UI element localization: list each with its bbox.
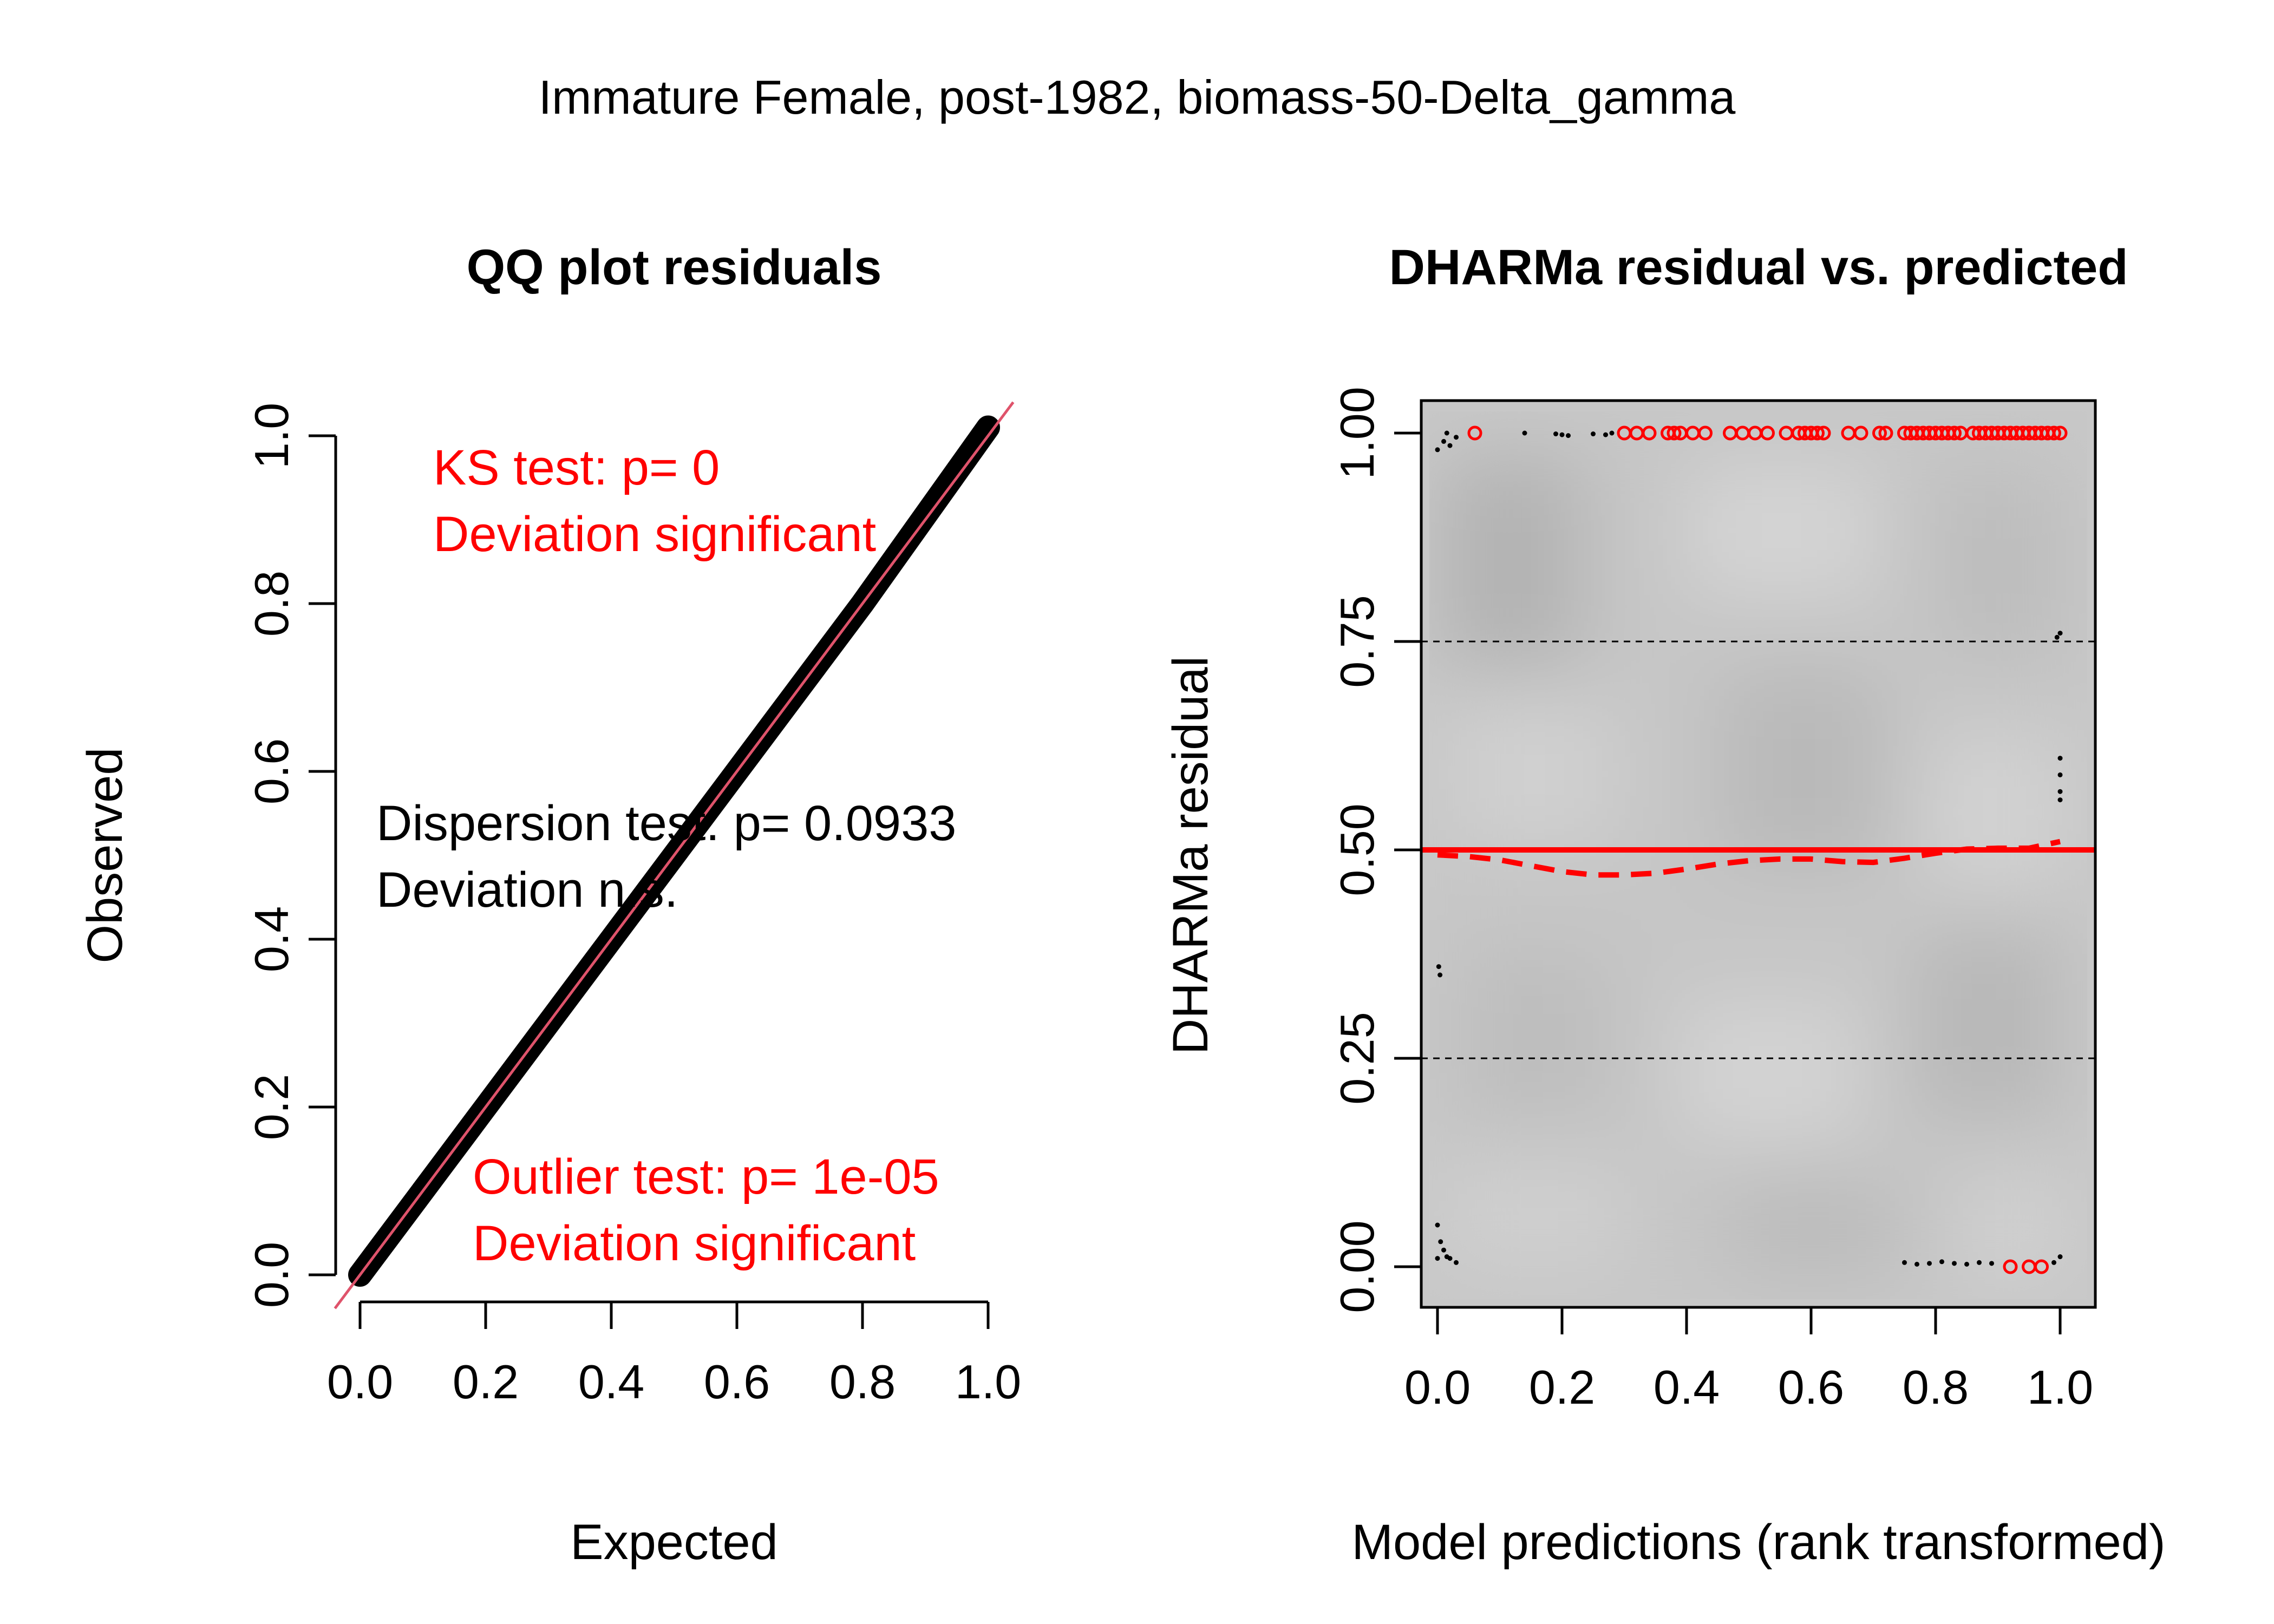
residual-x-tick-label: 0.4 xyxy=(1654,1360,1720,1414)
residual-point xyxy=(1927,1261,1932,1266)
residual-y-tick-label: 0.00 xyxy=(1330,1220,1384,1313)
residual-outlier-points xyxy=(1467,425,2068,1274)
residual-outlier-top xyxy=(1698,425,1713,441)
residual-plot-title: DHARMa residual vs. predicted xyxy=(1389,240,2128,295)
residual-outlier-top xyxy=(2053,425,2068,441)
residual-point xyxy=(1437,972,1443,978)
residual-point xyxy=(1939,1259,1944,1265)
qq-x-tick-label: 1.0 xyxy=(955,1355,1021,1409)
residual-outlier-top xyxy=(2047,425,2061,441)
residual-x-tick-label: 0.2 xyxy=(1529,1360,1595,1414)
qq-y-tick-label: 0.4 xyxy=(245,906,298,972)
residual-y-tick-label: 0.50 xyxy=(1330,803,1384,896)
qq-axes: 0.0 0.2 0.4 0.6 0.8 1.0 0.0 0.2 0.4 0.6 0.8 1.0 xyxy=(245,403,1021,1409)
qq-x-axis-label: Expected xyxy=(570,1515,778,1570)
residual-axes: 0.0 0.2 0.4 0.6 0.8 1.0 0.00 0.25 0.50 0.75 1.00 xyxy=(1330,387,2093,1414)
qq-x-tick-label: 0.0 xyxy=(327,1355,393,1409)
qq-y-tick-label: 0.0 xyxy=(245,1242,298,1308)
residual-point xyxy=(2057,789,2063,794)
residual-outlier-top xyxy=(1810,425,1825,441)
residual-point xyxy=(1441,438,1446,444)
residual-y-tick-label: 1.00 xyxy=(1330,387,1384,479)
qq-y-tick-label: 1.0 xyxy=(245,403,298,469)
outlier-test-deviation: Deviation significant xyxy=(473,1216,916,1271)
qq-x-tick-label: 0.8 xyxy=(829,1355,896,1409)
qq-y-axis-label: Observed xyxy=(77,748,133,964)
residual-point xyxy=(1522,430,1527,436)
residual-outlier-top xyxy=(1872,425,1887,441)
residual-point xyxy=(2057,1254,2063,1260)
residual-outlier-top xyxy=(1467,425,1482,441)
residual-point xyxy=(1566,433,1571,438)
residual-outlier-bottom xyxy=(2034,1259,2049,1274)
residual-outlier-top xyxy=(1853,425,1868,441)
residual-point xyxy=(1603,432,1608,437)
residual-point xyxy=(2051,1260,2056,1265)
residual-point xyxy=(1952,1261,1957,1266)
residual-outlier-top xyxy=(1878,425,1893,441)
residual-point xyxy=(1435,447,1440,453)
qq-plot-panel: QQ plot residuals Expected Observed 0.0 0… xyxy=(77,240,1021,1570)
residual-point xyxy=(1435,1222,1440,1228)
residual-y-axis-label: DHARMa residual xyxy=(1163,656,1218,1055)
residual-outlier-top xyxy=(1947,425,1962,441)
residual-point xyxy=(1553,431,1558,437)
residual-point xyxy=(2057,631,2063,636)
residual-point xyxy=(2057,797,2063,803)
ks-test-result: KS test: p= 0 xyxy=(433,440,720,495)
residual-x-tick-label: 0.0 xyxy=(1404,1360,1471,1414)
residual-point xyxy=(1454,435,1459,440)
residual-point xyxy=(2054,634,2060,640)
residual-outlier-top xyxy=(1816,425,1831,441)
residual-point xyxy=(1989,1261,1994,1266)
residual-point xyxy=(1902,1260,1907,1265)
residual-point xyxy=(1609,430,1615,436)
residual-point xyxy=(1435,1256,1440,1261)
residual-x-tick-label: 0.8 xyxy=(1903,1360,1969,1414)
residual-point xyxy=(1964,1261,1969,1267)
qq-y-tick-label: 0.8 xyxy=(245,571,298,637)
outlier-test-result: Outlier test: p= 1e-05 xyxy=(473,1149,939,1204)
residual-quantile-reference-lines xyxy=(1421,640,2095,1059)
residual-y-tick-label: 0.25 xyxy=(1330,1012,1384,1104)
residual-outlier-top xyxy=(1667,425,1682,441)
qq-plot-title: QQ plot residuals xyxy=(467,240,882,295)
qq-x-tick-label: 0.2 xyxy=(453,1355,519,1409)
residual-quantile-fit-curve xyxy=(1437,839,2061,878)
residual-point xyxy=(2057,772,2063,777)
residual-point xyxy=(1454,1260,1459,1265)
residual-x-tick-label: 1.0 xyxy=(2027,1360,2093,1414)
residual-point xyxy=(1444,1254,1449,1260)
residual-outlier-bottom xyxy=(2003,1259,2018,1274)
qq-x-tick-label: 0.6 xyxy=(704,1355,770,1409)
dispersion-test-deviation: Deviation n.s. xyxy=(376,862,678,918)
residual-point xyxy=(1441,1247,1446,1253)
residual-outlier-top xyxy=(1760,425,1775,441)
residual-vs-predicted-panel: DHARMa residual vs. predicted Model pred… xyxy=(1163,240,2166,1570)
figure-suptitle: Immature Female, post-1982, biomass-50-D… xyxy=(539,70,1736,124)
qq-y-tick-label: 0.6 xyxy=(245,738,298,804)
residual-point xyxy=(1559,432,1565,437)
residual-x-axis-label: Model predictions (rank transformed) xyxy=(1351,1515,2165,1570)
residual-points xyxy=(1435,430,2063,1267)
residual-point xyxy=(1591,431,1596,437)
residual-point xyxy=(1447,443,1453,448)
residual-point xyxy=(1977,1260,1982,1265)
qq-y-tick-label: 0.2 xyxy=(245,1074,298,1140)
residual-outlier-top xyxy=(1642,425,1657,441)
residual-point xyxy=(1444,430,1449,436)
residual-density-background xyxy=(1421,401,2095,1307)
qq-x-tick-label: 0.4 xyxy=(578,1355,644,1409)
residual-point xyxy=(1914,1261,1919,1267)
residual-y-tick-label: 0.75 xyxy=(1330,595,1384,687)
residual-point xyxy=(2057,756,2063,761)
residual-point xyxy=(1436,964,1441,970)
dispersion-test-result: Dispersion test: p= 0.0933 xyxy=(376,796,956,851)
ks-test-deviation: Deviation significant xyxy=(433,507,876,562)
residual-point xyxy=(1438,1239,1443,1245)
residual-x-tick-label: 0.6 xyxy=(1778,1360,1844,1414)
qq-reference-line xyxy=(334,401,1015,1309)
